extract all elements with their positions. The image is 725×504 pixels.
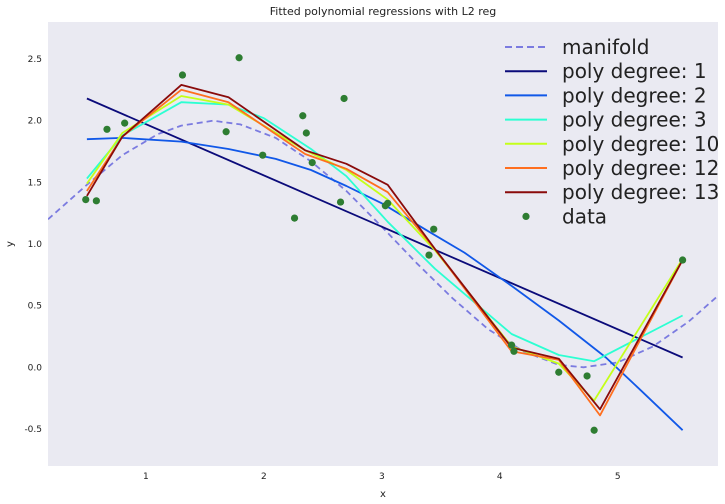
data-point (507, 341, 516, 349)
data-point (103, 125, 111, 133)
plot-area (48, 22, 718, 466)
x-tick-label: 4 (497, 472, 503, 482)
series-line-4 (86, 95, 684, 402)
data-point (336, 198, 345, 206)
data-point (510, 347, 518, 355)
data-point (235, 54, 243, 62)
data-point (178, 71, 187, 79)
data-point (299, 112, 307, 120)
legend-label: poly degree: 3 (562, 108, 707, 132)
data-point (222, 128, 230, 136)
data-point (425, 251, 433, 259)
series-line-2 (86, 136, 684, 431)
x-axis-label: x (380, 489, 386, 500)
data-point (590, 426, 598, 434)
x-tick-label: 5 (615, 472, 621, 482)
series-line-3 (86, 101, 684, 363)
x-tick-label: 2 (261, 472, 267, 482)
y-tick-label: 2.5 (28, 55, 42, 65)
data-point (583, 372, 591, 380)
scatter-layer (82, 54, 687, 434)
data-point (259, 151, 267, 159)
x-tick-label: 1 (143, 472, 149, 482)
series-layer (48, 84, 718, 431)
data-point (82, 196, 90, 204)
data-point (340, 94, 348, 103)
series-line-5 (86, 88, 684, 417)
data-point (308, 159, 316, 167)
y-tick-label: 2.0 (28, 117, 43, 127)
legend-label: poly degree: 13 (562, 180, 719, 204)
data-point (679, 256, 687, 264)
legend-swatch (522, 212, 530, 220)
legend-label: data (562, 204, 607, 228)
ticks-layer: 1 2 3 4 5 -0.5 0.0 0.5 1.0 1.5 2.0 2.5 (24, 55, 620, 482)
chart-title: Fitted polynomial regressions with L2 re… (270, 5, 497, 18)
legend-label: poly degree: 10 (562, 132, 719, 156)
y-tick-label: 1.0 (28, 240, 43, 250)
legend-label: poly degree: 1 (562, 59, 707, 83)
y-tick-label: -0.5 (24, 425, 42, 435)
legend-label: manifold (562, 35, 650, 59)
y-tick-label: 0.0 (28, 363, 43, 373)
series-line-6 (86, 84, 684, 411)
data-point (384, 199, 392, 207)
x-tick-label: 3 (379, 472, 385, 482)
data-point (121, 119, 129, 127)
data-point (302, 129, 310, 137)
y-tick-label: 0.5 (28, 302, 42, 312)
y-axis-label: y (5, 241, 16, 247)
y-tick-label: 1.5 (28, 178, 42, 188)
data-point (290, 214, 299, 222)
data-point (92, 197, 100, 205)
legend-label: poly degree: 2 (562, 83, 707, 107)
legend-label: poly degree: 12 (562, 156, 719, 180)
data-point (430, 225, 438, 233)
data-point (555, 368, 563, 376)
